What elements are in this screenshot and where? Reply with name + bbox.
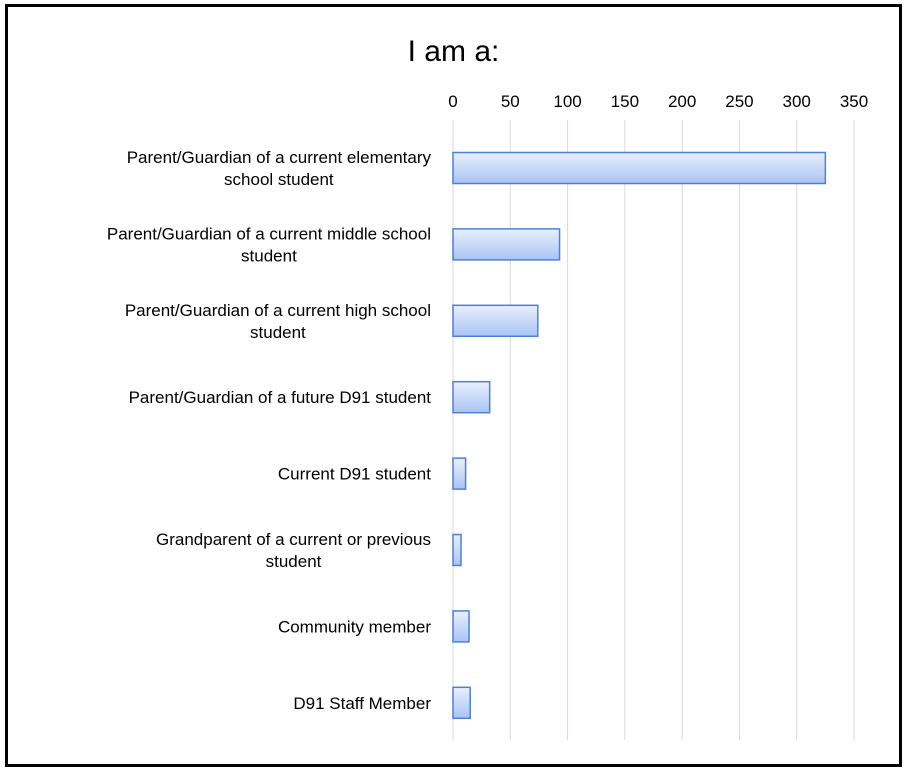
x-tick-label: 50 [501, 92, 520, 111]
category-label: student [250, 323, 306, 342]
bar [452, 380, 491, 414]
category-label: Current D91 student [278, 465, 431, 484]
x-tick-label: 150 [611, 92, 639, 111]
bar [452, 151, 827, 185]
category-label: school student [224, 170, 334, 189]
x-tick-label: 100 [553, 92, 581, 111]
bar [452, 533, 462, 567]
bars [452, 151, 827, 720]
x-tick-label: 0 [448, 92, 457, 111]
category-label: Parent/Guardian of a current elementary [127, 148, 432, 167]
category-label: student [241, 246, 297, 265]
category-label: student [266, 552, 322, 571]
x-tick-label: 200 [668, 92, 696, 111]
category-label: Grandparent of a current or previous [156, 530, 431, 549]
bar [452, 457, 467, 490]
category-label: Parent/Guardian of a future D91 student [129, 388, 432, 407]
category-label: D91 Staff Member [293, 694, 431, 713]
gridlines [452, 120, 855, 740]
category-label: Parent/Guardian of a current middle scho… [107, 224, 431, 243]
category-label: Parent/Guardian of a current high school [125, 301, 431, 320]
x-tick-label: 350 [840, 92, 868, 111]
chart-title: I am a: [407, 35, 500, 68]
bar [452, 304, 539, 338]
bar [452, 228, 561, 261]
category-label: Community member [278, 617, 431, 636]
bar [452, 610, 470, 643]
category-labels: Parent/Guardian of a current elementary s… [107, 148, 432, 713]
bar [452, 686, 471, 720]
x-tick-label: 250 [725, 92, 753, 111]
x-tick-label: 300 [783, 92, 811, 111]
x-axis-ticks: 0 50 100 150 200 250 300 350 [448, 92, 868, 111]
